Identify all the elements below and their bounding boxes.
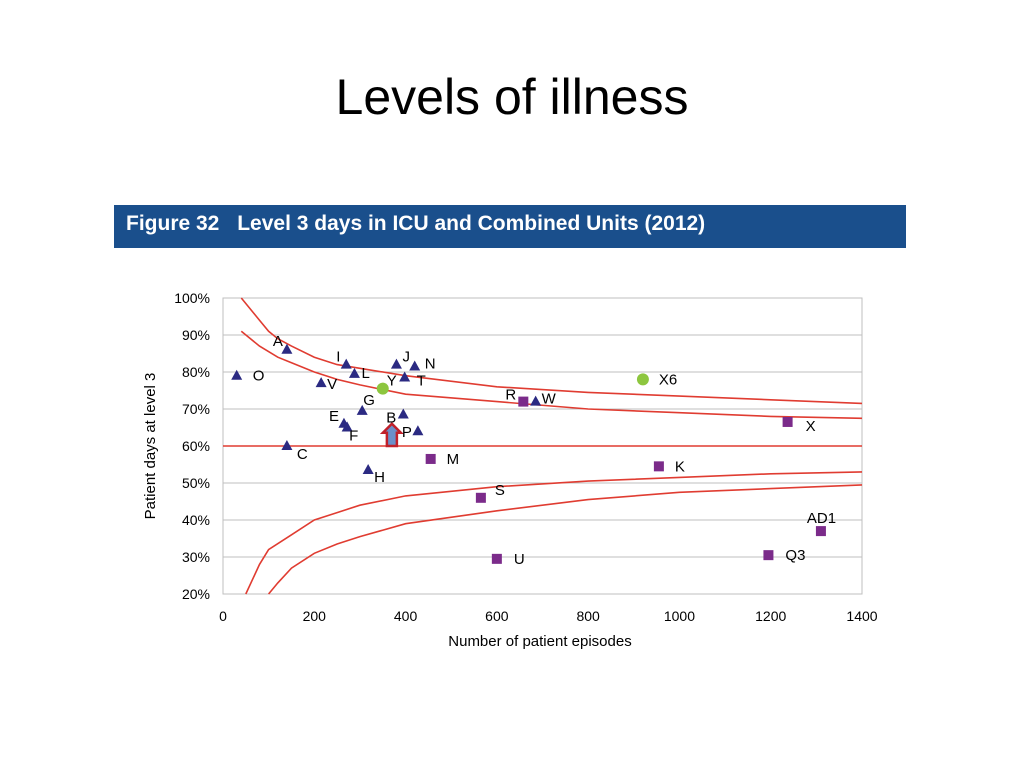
x-tick-label: 200 bbox=[303, 608, 327, 624]
point-F bbox=[341, 421, 353, 432]
point-label-H: H bbox=[374, 469, 385, 486]
point-M bbox=[425, 453, 436, 464]
point-label-Y: Y bbox=[387, 373, 397, 390]
point-O bbox=[231, 369, 243, 380]
y-tick-label: 100% bbox=[174, 290, 210, 306]
control-limits bbox=[223, 297, 863, 595]
point-label-U: U bbox=[514, 551, 525, 568]
figure-banner: Figure 32 Level 3 days in ICU and Combin… bbox=[114, 205, 906, 248]
point-N bbox=[409, 360, 421, 371]
point-J bbox=[390, 358, 402, 369]
point-label-S: S bbox=[495, 482, 505, 499]
point-label-AD1: AD1 bbox=[807, 510, 836, 527]
point-G bbox=[356, 404, 368, 415]
x-tick-label: 800 bbox=[576, 608, 600, 624]
axis-ticks: 20% 30% 40% 50% 60% 70% 80% 90% 100% 0 200 400 600 80… bbox=[174, 290, 878, 624]
point-label-B: B bbox=[386, 410, 396, 427]
control-limit-lower-inner bbox=[245, 471, 863, 595]
point-H bbox=[362, 464, 374, 475]
y-tick-label: 20% bbox=[182, 586, 210, 602]
point-label-J: J bbox=[402, 349, 410, 366]
point-AD1 bbox=[815, 526, 826, 537]
point-I bbox=[340, 358, 352, 369]
x-tick-label: 1000 bbox=[664, 608, 695, 624]
x-tick-label: 0 bbox=[219, 608, 227, 624]
point-W bbox=[530, 395, 542, 406]
point-label-L: L bbox=[361, 365, 369, 382]
x-tick-label: 1200 bbox=[755, 608, 786, 624]
point-label-Q3: Q3 bbox=[785, 547, 805, 564]
point-U bbox=[491, 553, 502, 564]
figure-number: Figure 32 bbox=[126, 212, 220, 235]
point-label-X6: X6 bbox=[659, 371, 677, 388]
x-axis-label: Number of patient episodes bbox=[448, 633, 631, 650]
point-X bbox=[782, 416, 793, 427]
y-tick-label: 90% bbox=[182, 327, 210, 343]
x-tick-label: 400 bbox=[394, 608, 418, 624]
y-tick-label: 50% bbox=[182, 475, 210, 491]
point-label-O: O bbox=[253, 368, 265, 385]
point-P bbox=[412, 425, 424, 436]
point-label-A: A bbox=[273, 333, 283, 350]
control-limit-upper-outer bbox=[240, 297, 863, 405]
point-C bbox=[281, 440, 293, 450]
y-tick-label: 60% bbox=[182, 438, 210, 454]
y-tick-label: 30% bbox=[182, 549, 210, 565]
point-V bbox=[315, 377, 327, 388]
point-S bbox=[475, 492, 486, 503]
point-label-G: G bbox=[363, 392, 375, 409]
point-label-F: F bbox=[349, 428, 358, 445]
y-tick-label: 80% bbox=[182, 364, 210, 380]
point-label-T: T bbox=[417, 373, 426, 390]
y-axis-label: Patient days at level 3 bbox=[142, 373, 159, 520]
figure-caption: Level 3 days in ICU and Combined Units (… bbox=[237, 212, 706, 235]
slide-title: Levels of illness bbox=[335, 69, 689, 125]
point-R bbox=[518, 396, 529, 407]
x-tick-label: 600 bbox=[485, 608, 509, 624]
point-label-R: R bbox=[505, 387, 516, 404]
highlight-arrow bbox=[379, 422, 404, 448]
control-limit-upper-inner bbox=[240, 330, 863, 420]
control-limit-lower-outer bbox=[267, 484, 863, 595]
y-tick-label: 40% bbox=[182, 512, 210, 528]
point-label-M: M bbox=[447, 451, 460, 468]
point-label-I: I bbox=[336, 349, 340, 366]
point-T bbox=[399, 371, 411, 382]
y-tick-label: 70% bbox=[182, 401, 210, 417]
point-label-X: X bbox=[806, 418, 816, 435]
point-label-V: V bbox=[327, 376, 337, 393]
point-X6 bbox=[636, 373, 649, 386]
point-label-W: W bbox=[542, 391, 557, 408]
point-Q3 bbox=[763, 550, 774, 561]
point-label-C: C bbox=[297, 446, 308, 463]
point-label-E: E bbox=[329, 408, 339, 425]
point-label-K: K bbox=[675, 458, 685, 475]
point-B bbox=[397, 408, 409, 419]
data-points: A O I J N L V T G EF BP C H Y X6 R W M S U K X AD1 Q3 bbox=[231, 333, 836, 568]
point-label-N: N bbox=[425, 355, 436, 372]
point-Y bbox=[376, 382, 389, 395]
point-L bbox=[348, 367, 360, 378]
point-K bbox=[653, 461, 664, 472]
x-tick-label: 1400 bbox=[846, 608, 877, 624]
point-label-P: P bbox=[402, 424, 412, 441]
point-A bbox=[281, 343, 293, 354]
